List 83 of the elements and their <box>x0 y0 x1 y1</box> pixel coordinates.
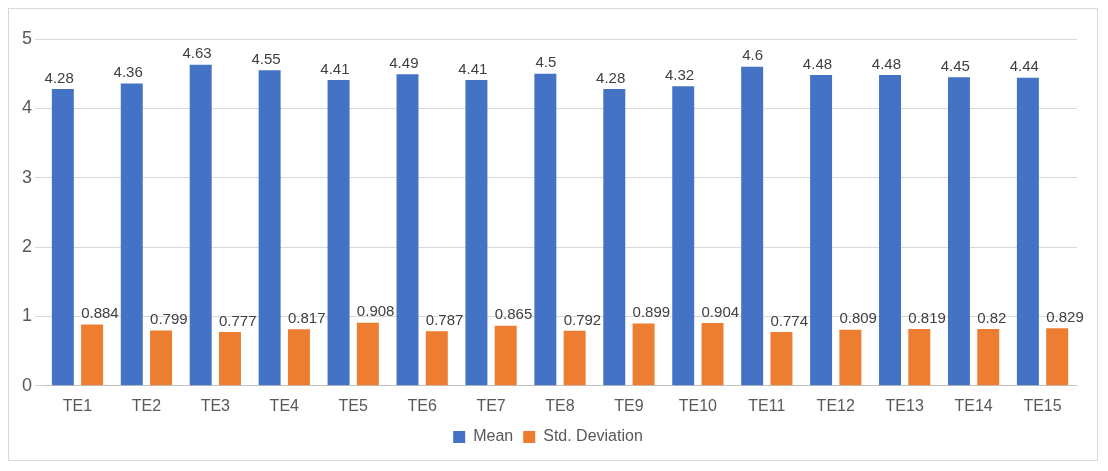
legend-label: Mean <box>473 427 514 445</box>
data-label: 0.819 <box>908 308 946 326</box>
bar <box>356 322 379 386</box>
data-label: 0.865 <box>494 305 533 323</box>
bar <box>327 79 350 386</box>
bar <box>534 73 557 386</box>
data-label: 4.63 <box>182 44 212 62</box>
data-label: 0.787 <box>425 310 464 328</box>
x-tick-label: TE9 <box>614 396 644 414</box>
x-tick-label: TE7 <box>476 396 506 414</box>
data-label: 4.49 <box>389 54 419 72</box>
bar <box>632 323 655 386</box>
bar <box>465 79 488 386</box>
data-label: 0.884 <box>81 304 119 322</box>
bar <box>81 324 104 386</box>
bar <box>1046 328 1069 386</box>
bar <box>189 64 212 386</box>
bar <box>741 66 764 386</box>
data-label: 0.899 <box>632 303 671 321</box>
data-label: 4.44 <box>1009 57 1039 75</box>
x-tick-label: TE5 <box>338 396 368 414</box>
bar <box>672 86 695 386</box>
bar <box>879 75 902 386</box>
x-tick-label: TE15 <box>1023 396 1062 414</box>
data-label: 4.48 <box>802 54 833 72</box>
data-label: 0.777 <box>219 311 257 329</box>
x-tick-label: TE11 <box>748 396 786 414</box>
bar <box>977 328 1000 386</box>
x-tick-label: TE8 <box>545 396 575 414</box>
bar <box>396 74 419 386</box>
data-label: 4.28 <box>44 68 74 86</box>
data-label: 4.55 <box>251 49 281 67</box>
data-label: 0.817 <box>287 308 326 326</box>
bar <box>219 331 241 386</box>
bar <box>51 88 74 386</box>
y-tick-label: 5 <box>22 27 33 48</box>
data-label: 4.41 <box>458 59 488 77</box>
bar <box>770 332 793 386</box>
bar <box>810 75 833 386</box>
data-label: 4.36 <box>113 63 143 81</box>
bar <box>563 330 586 386</box>
bar <box>287 329 310 386</box>
data-label: 4.41 <box>320 59 350 77</box>
x-tick-label: TE10 <box>678 396 718 414</box>
data-label: 0.904 <box>701 302 740 320</box>
legend-label: Std. Deviation <box>543 427 643 445</box>
y-tick-label: 0 <box>22 374 33 395</box>
x-tick-label: TE1 <box>62 396 93 414</box>
data-label: 4.32 <box>665 65 695 83</box>
bar <box>494 325 517 386</box>
bar <box>839 329 862 386</box>
data-label: 4.45 <box>940 56 970 74</box>
x-tick-label: TE3 <box>200 396 231 414</box>
bar <box>425 331 448 386</box>
bar <box>1016 77 1039 386</box>
data-label: 4.5 <box>535 53 557 71</box>
data-label: 0.799 <box>150 310 188 328</box>
bar <box>603 88 626 386</box>
x-tick-label: TE13 <box>885 396 924 414</box>
bar <box>120 83 143 386</box>
bar <box>150 330 173 386</box>
x-tick-label: TE4 <box>269 396 300 414</box>
data-label: 0.792 <box>563 310 602 328</box>
y-tick-label: 1 <box>22 305 33 326</box>
y-tick-label: 4 <box>22 97 33 118</box>
bar <box>908 328 931 386</box>
x-tick-label: TE6 <box>407 396 437 414</box>
data-label: 4.48 <box>871 54 902 72</box>
data-label: 0.82 <box>977 308 1007 326</box>
y-tick-label: 2 <box>22 236 33 257</box>
data-label: 0.908 <box>356 302 395 320</box>
y-tick-label: 3 <box>22 166 33 187</box>
data-label: 0.809 <box>839 309 877 327</box>
data-label: 0.829 <box>1046 307 1084 325</box>
x-tick-label: TE14 <box>954 396 993 414</box>
bar <box>701 323 724 386</box>
data-label: 4.6 <box>742 46 764 64</box>
data-label: 0.774 <box>770 311 809 329</box>
bar <box>947 77 970 386</box>
x-tick-label: TE2 <box>131 396 162 414</box>
data-label: 4.28 <box>596 68 626 86</box>
x-tick-label: TE12 <box>816 396 855 414</box>
bar <box>258 70 281 386</box>
